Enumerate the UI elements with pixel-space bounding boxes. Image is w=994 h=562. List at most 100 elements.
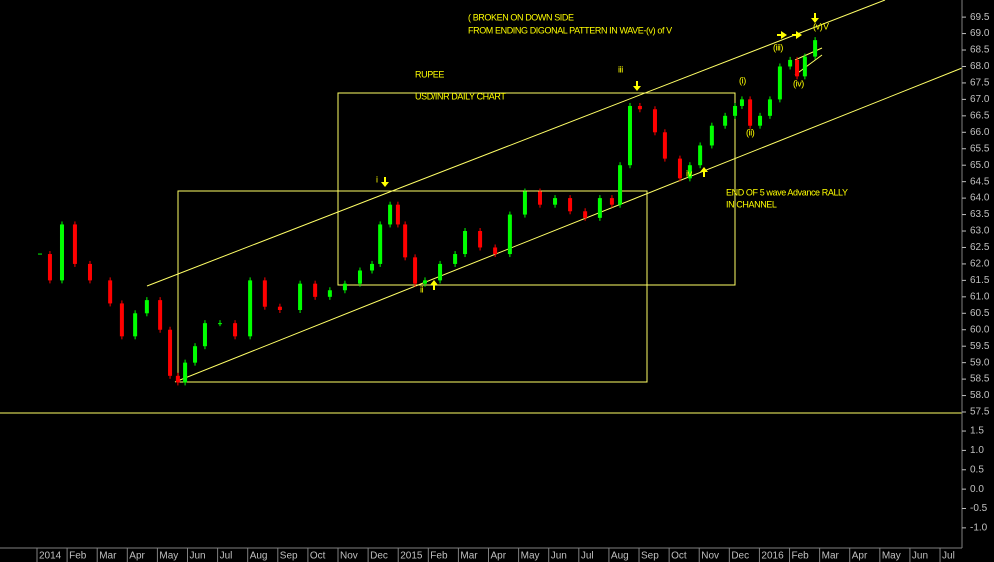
annotation: RUPEE [415,69,444,79]
arrow [381,182,389,187]
y-tick-label: 61.0 [970,291,990,302]
y-tick-label: 60.0 [970,324,990,335]
x-tick-label: May [159,551,178,562]
candle [277,306,282,310]
x-tick-label: Aug [250,551,268,562]
channel-line [174,67,963,383]
annotation: i [376,174,378,184]
annotation: FROM ENDING DIGONAL PATTERN IN WAVE-(v) … [468,25,672,35]
candle [87,263,92,281]
y-tick-label: 58.0 [970,390,990,401]
y-tick-label: 0.0 [970,484,984,495]
x-tick-label: 2016 [761,551,784,562]
y-tick-label: 68.5 [970,45,990,56]
x-tick-label: Sep [641,551,659,562]
y-tick-label: 63.0 [970,226,990,237]
y-tick-label: 69.0 [970,28,990,39]
candle [553,198,558,205]
candle [168,329,173,376]
x-tick-label: Oct [310,551,326,562]
candle [395,204,400,225]
candle [813,40,818,57]
candle [119,303,124,337]
y-tick-label: 68.0 [970,61,990,72]
candle [507,214,512,255]
candle [313,283,318,297]
y-tick-label: 69.5 [970,12,990,23]
y-tick-label: -1.0 [970,523,988,534]
annotation: iii [618,64,623,74]
box [337,92,736,286]
candle [748,99,753,126]
candle [413,257,418,284]
x-tick-label: Apr [491,551,507,562]
x-tick-label: 2015 [400,551,423,562]
arrow [700,167,708,172]
x-tick-label: Aug [611,551,629,562]
y-tick-label: 64.5 [970,176,990,187]
candle [767,99,772,116]
box [177,190,648,383]
x-tick-label: May [882,551,901,562]
candle [618,165,623,205]
candle [795,59,800,77]
candle [218,323,223,325]
candle [403,224,408,258]
y-tick-label: 62.0 [970,259,990,270]
annotation: USD/INR DAILY CHART [415,91,506,101]
candle [739,99,744,106]
x-tick-label: Feb [792,551,810,562]
y-tick-label: 65.0 [970,160,990,171]
candle [327,290,332,297]
candle [597,198,602,218]
candle [438,263,443,281]
x-tick-label: May [521,551,540,562]
x-tick-label: Mar [460,551,478,562]
candle [522,191,527,215]
y-tick-label: -0.5 [970,503,988,514]
candle [133,313,138,337]
candle [378,224,383,264]
x-tick-label: Feb [430,551,448,562]
y-tick-label: 60.5 [970,308,990,319]
candle [388,204,393,225]
wedge-line [794,54,823,76]
annotation: (iv) [793,78,804,88]
x-tick-label: 2014 [39,551,62,562]
annotation: (v) [813,21,823,31]
candle [463,231,468,255]
candle [423,280,428,284]
x-tick-label: Feb [69,551,87,562]
candle [59,224,64,281]
candle [357,270,362,284]
y-tick-label: 66.0 [970,127,990,138]
x-tick-label: Jun [190,551,206,562]
candle [262,280,267,307]
x-tick-label: Jul [581,551,594,562]
candle [493,247,498,255]
arrow [633,86,641,91]
candle [72,224,77,264]
annotation: V [823,21,829,31]
y-tick-label: 57.5 [970,407,990,418]
candle [193,346,198,363]
candle [698,145,703,166]
x-tick-label: Oct [671,551,687,562]
candle [248,280,253,337]
x-tick-label: Mar [99,551,117,562]
annotation: END OF 5 wave Advance RALLY [726,187,848,197]
x-tick-label: Apr [129,551,145,562]
candle [537,191,542,205]
annotation: (i) [739,75,746,85]
x-tick-label: Apr [852,551,868,562]
annotation: ( BROKEN ON DOWN SIDE [468,12,574,22]
candle [568,198,573,212]
candle [687,165,692,179]
candle [802,56,807,77]
candle [677,158,682,179]
candle [158,300,163,330]
candle [723,115,728,126]
y-tick-label: 62.5 [970,242,990,253]
